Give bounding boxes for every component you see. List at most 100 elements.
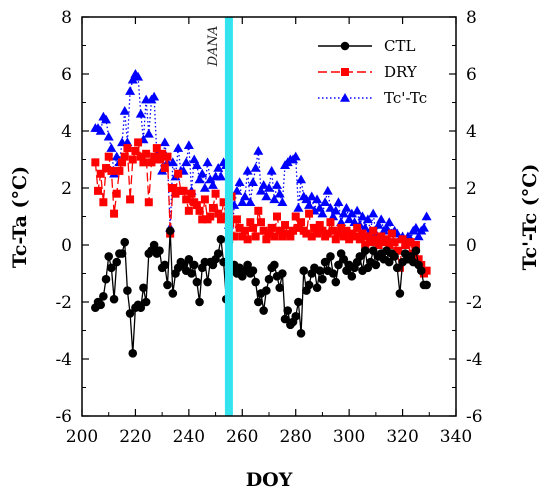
data-point <box>184 254 194 264</box>
data-point <box>334 260 343 270</box>
data-point <box>269 194 280 204</box>
data-point <box>341 202 352 212</box>
data-point <box>385 241 394 249</box>
data-point <box>123 144 132 153</box>
legend-marker <box>341 68 349 76</box>
data-point <box>144 198 153 207</box>
data-point <box>251 232 260 241</box>
data-point <box>250 163 261 172</box>
data-point <box>406 238 415 247</box>
data-point <box>238 232 247 241</box>
data-point <box>160 260 170 270</box>
data-point <box>102 164 111 173</box>
data-point <box>159 137 170 147</box>
data-point <box>101 274 111 284</box>
x-tick-label: 220 <box>119 427 151 447</box>
data-point <box>147 158 156 167</box>
data-point <box>254 206 263 215</box>
data-point <box>291 212 300 221</box>
data-point <box>99 198 108 207</box>
data-point <box>273 212 282 221</box>
data-point <box>393 246 402 255</box>
data-point <box>299 266 309 275</box>
data-point <box>376 214 387 224</box>
y-right-tick-label: -4 <box>466 350 483 370</box>
data-point <box>350 232 359 241</box>
data-point <box>313 229 322 238</box>
data-point <box>293 202 304 212</box>
data-point <box>109 294 119 304</box>
legend-label: DRY <box>384 63 418 81</box>
data-point <box>267 223 276 232</box>
data-point <box>392 263 402 273</box>
data-point <box>122 137 133 147</box>
data-point <box>312 283 322 293</box>
data-point <box>333 197 344 206</box>
data-point <box>96 300 105 310</box>
data-point <box>101 114 112 124</box>
data-point <box>203 277 212 287</box>
data-point <box>328 211 339 221</box>
data-point <box>173 143 184 152</box>
series-ctl <box>91 226 431 358</box>
data-point <box>270 232 279 241</box>
data-point <box>230 232 239 241</box>
data-point <box>96 169 105 178</box>
data-point <box>142 149 151 158</box>
x-tick-label: 200 <box>66 427 98 447</box>
data-point <box>259 306 268 315</box>
data-point <box>336 217 347 226</box>
data-point <box>184 206 193 215</box>
data-point <box>315 266 325 275</box>
data-point <box>330 205 341 215</box>
x-tick-label: 280 <box>279 427 311 447</box>
data-point <box>216 235 226 244</box>
data-point <box>158 149 167 158</box>
data-point <box>128 155 137 164</box>
data-point <box>297 218 306 227</box>
data-point <box>120 152 129 161</box>
y-right-tick-label: -2 <box>466 293 483 313</box>
data-point <box>373 220 384 229</box>
data-point <box>160 164 169 173</box>
data-point <box>331 277 341 287</box>
data-point <box>338 208 349 218</box>
data-point <box>395 289 405 298</box>
data-point <box>240 226 249 235</box>
data-point <box>155 155 164 164</box>
data-point <box>360 246 370 255</box>
data-point <box>329 226 338 235</box>
data-point <box>202 157 213 167</box>
data-point <box>91 158 100 167</box>
data-point <box>422 266 431 275</box>
data-point <box>421 211 432 221</box>
x-tick-label: 260 <box>226 427 258 447</box>
x-axis-title: DOY <box>246 469 293 491</box>
data-point <box>94 186 103 195</box>
data-point <box>254 297 263 307</box>
legend-marker <box>340 41 350 51</box>
y-right-tick-label: 6 <box>466 65 477 85</box>
data-point <box>346 208 357 218</box>
data-point <box>195 297 204 307</box>
data-point <box>120 237 130 247</box>
data-point <box>339 254 349 264</box>
data-point <box>213 163 224 172</box>
data-point <box>133 71 144 81</box>
data-point <box>198 215 207 224</box>
legend: CTL DRY Tc'-Tc <box>318 37 427 107</box>
data-point <box>265 229 273 238</box>
data-point <box>155 246 164 255</box>
data-point <box>118 158 127 167</box>
data-point <box>339 232 348 241</box>
data-point <box>112 189 121 198</box>
data-point <box>131 146 140 155</box>
data-point <box>326 218 335 227</box>
y-tick-label: 8 <box>61 8 72 28</box>
data-point <box>304 200 315 209</box>
data-point <box>104 152 113 161</box>
y-tick-label: 4 <box>61 122 72 142</box>
data-point <box>258 180 269 189</box>
data-point <box>134 138 143 147</box>
data-point <box>318 274 327 284</box>
